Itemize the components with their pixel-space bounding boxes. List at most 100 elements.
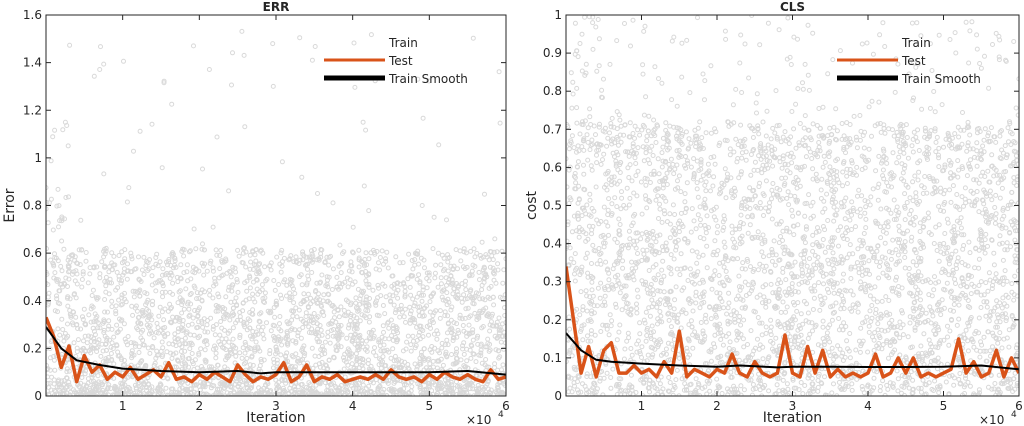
train-point: [778, 139, 784, 145]
train-point: [657, 381, 663, 387]
train-point: [65, 321, 70, 327]
train-point: [322, 351, 328, 357]
train-point: [252, 299, 258, 305]
train-point: [215, 291, 221, 297]
train-point: [470, 386, 476, 392]
train-point: [766, 209, 771, 215]
train-point: [335, 307, 341, 313]
train-point: [482, 265, 487, 271]
train-point: [339, 281, 345, 287]
train-point: [724, 274, 730, 280]
train-point: [135, 363, 141, 369]
train-point: [317, 280, 323, 286]
train-point: [647, 313, 653, 319]
train-point: [866, 258, 872, 264]
train-point: [245, 392, 251, 396]
train-point: [1009, 199, 1014, 205]
train-point: [101, 61, 107, 67]
train-point: [177, 386, 183, 392]
train-point: [913, 194, 919, 200]
train-point: [755, 336, 760, 342]
train-point: [386, 325, 392, 331]
train-point: [440, 287, 446, 293]
train-point: [494, 322, 500, 328]
train-point: [199, 246, 205, 252]
train-point: [647, 389, 652, 395]
train-point: [982, 53, 987, 59]
train-point: [650, 352, 656, 358]
train-point: [159, 354, 165, 360]
train-point: [307, 382, 313, 388]
train-point: [210, 295, 216, 301]
train-point: [97, 67, 103, 72]
train-point: [889, 285, 895, 291]
train-point: [690, 308, 696, 314]
train-point: [955, 255, 961, 261]
train-point: [154, 320, 160, 326]
train-point: [432, 275, 438, 281]
train-point: [237, 350, 243, 356]
train-point: [630, 144, 636, 149]
train-point: [466, 273, 472, 279]
train-point: [255, 346, 261, 352]
train-point: [319, 304, 324, 309]
train-point: [627, 162, 633, 168]
train-point: [88, 306, 94, 312]
train-point: [1005, 202, 1011, 208]
train-point: [320, 309, 326, 315]
train-point: [918, 33, 924, 39]
train-point: [466, 322, 472, 328]
train-point: [201, 392, 207, 396]
train-point: [81, 345, 87, 351]
test-line: [46, 316, 506, 384]
train-point: [791, 232, 797, 238]
train-point: [276, 282, 282, 287]
train-point: [147, 350, 153, 356]
train-point: [688, 229, 694, 235]
train-point: [101, 327, 107, 333]
train-point: [421, 292, 426, 298]
train-point: [496, 327, 502, 333]
train-point: [253, 339, 259, 345]
train-point: [79, 284, 85, 290]
train-point: [790, 213, 796, 219]
train-point: [454, 349, 459, 355]
train-point: [464, 358, 470, 364]
train-point: [415, 76, 421, 82]
train-point: [202, 329, 208, 335]
train-point: [207, 292, 213, 298]
train-point: [364, 300, 370, 306]
train-point: [137, 277, 143, 283]
train-point: [371, 349, 376, 355]
train-point: [377, 255, 383, 260]
train-point: [330, 200, 336, 206]
train-point: [248, 259, 254, 265]
train-point: [286, 390, 292, 396]
train-point: [731, 383, 737, 389]
train-point: [457, 312, 463, 318]
train-point: [576, 234, 582, 240]
train-point: [99, 259, 105, 265]
train-point: [644, 232, 650, 238]
train-point: [304, 384, 309, 390]
train-point: [366, 366, 372, 372]
train-point: [228, 299, 234, 305]
train-point: [314, 390, 320, 395]
train-point: [707, 304, 713, 310]
train-point: [218, 390, 224, 396]
train-point: [414, 276, 420, 282]
train-point: [110, 392, 116, 396]
train-point: [468, 355, 474, 361]
train-point: [938, 312, 944, 318]
train-point: [120, 272, 126, 278]
train-point: [800, 270, 806, 276]
train-point: [319, 272, 325, 278]
train-point: [57, 332, 63, 338]
train-point: [159, 309, 165, 315]
train-point: [200, 241, 205, 247]
train-point: [638, 179, 644, 185]
train-point: [109, 356, 115, 362]
train-point: [913, 306, 919, 312]
train-point: [602, 302, 608, 308]
train-point: [256, 262, 262, 268]
